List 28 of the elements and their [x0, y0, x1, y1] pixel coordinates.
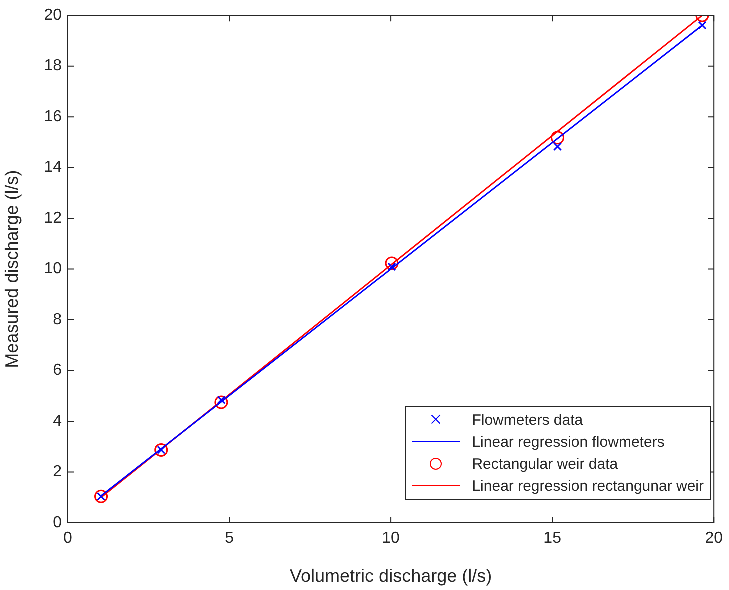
- y-tick-label: 14: [44, 159, 62, 176]
- x-tick-label: 20: [705, 530, 724, 548]
- legend-label: Linear regression flowmeters: [472, 434, 665, 450]
- y-tick-label: 18: [44, 58, 62, 75]
- y-tick-label: 12: [44, 210, 62, 227]
- x-tick-label: 15: [544, 530, 562, 548]
- y-tick-label: 16: [44, 108, 62, 126]
- y-tick-label: 8: [53, 311, 62, 328]
- y-tick-label: 20: [44, 7, 62, 24]
- point: [214, 396, 228, 410]
- x-tick-label: 5: [225, 530, 234, 548]
- y-axis-title: Measured discharge (l/s): [2, 170, 22, 368]
- point: [385, 256, 399, 270]
- point: [553, 142, 562, 152]
- x-axis-title: Volumetric discharge (l/s): [290, 566, 492, 586]
- y-tick-label: 6: [53, 362, 62, 380]
- y-tick-label: 10: [44, 260, 62, 278]
- point: [550, 131, 564, 145]
- point: [154, 443, 168, 457]
- legend-label: Linear regression rectangunar weir: [472, 478, 704, 494]
- legend-label: Rectangular weir data: [472, 456, 618, 472]
- point: [698, 21, 707, 30]
- y-tick-label: 0: [53, 514, 62, 532]
- legend-label: Flowmeters data: [472, 412, 584, 428]
- y-tick-label: 2: [53, 464, 62, 481]
- y-tick-label: 4: [53, 412, 62, 430]
- x-tick-label: 10: [382, 530, 400, 548]
- point: [94, 490, 108, 504]
